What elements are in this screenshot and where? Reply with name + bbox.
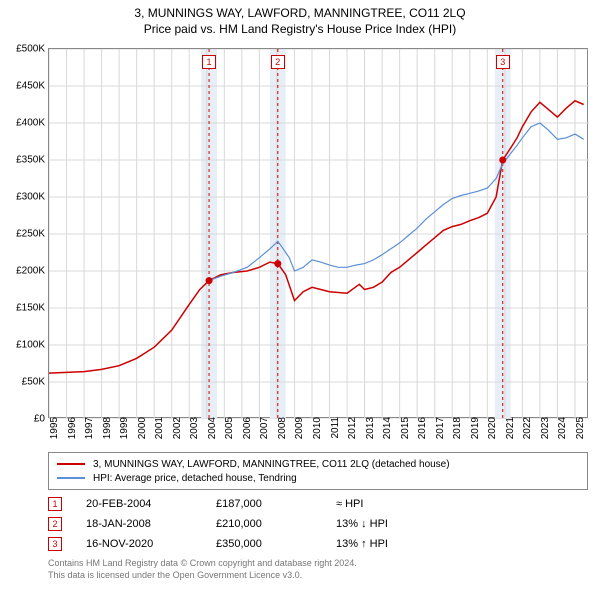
chart-container: 3, MUNNINGS WAY, LAWFORD, MANNINGTREE, C…	[0, 0, 600, 590]
x-axis-label: 2008	[273, 417, 288, 439]
y-axis-label: £500K	[1, 44, 49, 55]
x-axis-label: 2004	[203, 417, 218, 439]
x-axis-label: 1999	[115, 417, 130, 439]
title-subtitle: Price paid vs. HM Land Registry's House …	[0, 22, 600, 36]
x-axis-label: 2013	[361, 417, 376, 439]
y-axis-label: £200K	[1, 266, 49, 277]
sales-row: 2 18-JAN-2008£210,00013% ↓ HPI	[48, 514, 588, 534]
sales-price: £187,000	[216, 498, 336, 510]
y-axis-label: £0	[1, 414, 49, 425]
sales-hpi-delta: 13% ↓ HPI	[336, 518, 456, 530]
sales-marker-icon: 3	[48, 537, 62, 551]
sales-row: 3 16-NOV-2020£350,00013% ↑ HPI	[48, 534, 588, 554]
x-axis-label: 2000	[133, 417, 148, 439]
x-axis-label: 2007	[255, 417, 270, 439]
legend-item: 3, MUNNINGS WAY, LAWFORD, MANNINGTREE, C…	[57, 457, 579, 471]
y-axis-label: £300K	[1, 192, 49, 203]
x-axis-label: 2025	[571, 417, 586, 439]
x-axis-label: 1996	[63, 417, 78, 439]
y-axis-label: £400K	[1, 118, 49, 129]
sales-table: 1 20-FEB-2004£187,000≈ HPI 2 18-JAN-2008£21…	[48, 494, 588, 554]
x-axis-label: 2016	[413, 417, 428, 439]
x-axis-label: 2024	[553, 417, 568, 439]
footer-line1: Contains HM Land Registry data © Crown c…	[48, 558, 588, 570]
x-axis-label: 2001	[150, 417, 165, 439]
sale-marker-label: 2	[271, 55, 285, 69]
sales-price: £350,000	[216, 538, 336, 550]
sales-hpi-delta: ≈ HPI	[336, 498, 456, 510]
legend-label: HPI: Average price, detached house, Tend…	[93, 473, 297, 484]
x-axis-label: 1998	[98, 417, 113, 439]
x-axis-label: 2010	[308, 417, 323, 439]
x-axis-label: 2011	[326, 417, 341, 439]
x-axis-label: 2014	[378, 417, 393, 439]
sale-marker-label: 3	[496, 55, 510, 69]
x-axis-label: 2020	[483, 417, 498, 439]
x-axis-label: 1995	[45, 417, 60, 439]
footer-attribution: Contains HM Land Registry data © Crown c…	[48, 558, 588, 581]
x-axis-label: 2015	[396, 417, 411, 439]
x-axis-label: 2009	[290, 417, 305, 439]
title-block: 3, MUNNINGS WAY, LAWFORD, MANNINGTREE, C…	[0, 0, 600, 36]
sale-marker-label: 1	[202, 55, 216, 69]
y-axis-label: £150K	[1, 303, 49, 314]
y-axis-label: £450K	[1, 81, 49, 92]
x-axis-label: 1997	[80, 417, 95, 439]
footer-line2: This data is licensed under the Open Gov…	[48, 570, 588, 582]
x-axis-label: 2019	[466, 417, 481, 439]
x-axis-label: 2002	[168, 417, 183, 439]
sales-date: 16-NOV-2020	[86, 538, 216, 550]
legend-swatch	[57, 463, 85, 465]
y-axis-label: £250K	[1, 229, 49, 240]
sales-date: 20-FEB-2004	[86, 498, 216, 510]
sales-marker-icon: 2	[48, 517, 62, 531]
x-axis-label: 2017	[431, 417, 446, 439]
y-axis-label: £50K	[1, 377, 49, 388]
x-axis-label: 2006	[238, 417, 253, 439]
sales-date: 18-JAN-2008	[86, 518, 216, 530]
sales-price: £210,000	[216, 518, 336, 530]
legend-label: 3, MUNNINGS WAY, LAWFORD, MANNINGTREE, C…	[93, 459, 450, 470]
x-axis-label: 2018	[448, 417, 463, 439]
x-axis-label: 2023	[536, 417, 551, 439]
x-axis-label: 2021	[501, 417, 516, 439]
legend-item: HPI: Average price, detached house, Tend…	[57, 471, 579, 485]
legend: 3, MUNNINGS WAY, LAWFORD, MANNINGTREE, C…	[48, 452, 588, 490]
sales-hpi-delta: 13% ↑ HPI	[336, 538, 456, 550]
x-axis-label: 2012	[343, 417, 358, 439]
sales-marker-icon: 1	[48, 497, 62, 511]
legend-swatch	[57, 477, 85, 479]
chart-plot-area: £0£50K£100K£150K£200K£250K£300K£350K£400…	[48, 48, 588, 418]
chart-svg	[49, 49, 589, 419]
y-axis-label: £100K	[1, 340, 49, 351]
title-address: 3, MUNNINGS WAY, LAWFORD, MANNINGTREE, C…	[0, 6, 600, 20]
sales-row: 1 20-FEB-2004£187,000≈ HPI	[48, 494, 588, 514]
x-axis-label: 2003	[185, 417, 200, 439]
x-axis-label: 2022	[518, 417, 533, 439]
y-axis-label: £350K	[1, 155, 49, 166]
x-axis-label: 2005	[220, 417, 235, 439]
